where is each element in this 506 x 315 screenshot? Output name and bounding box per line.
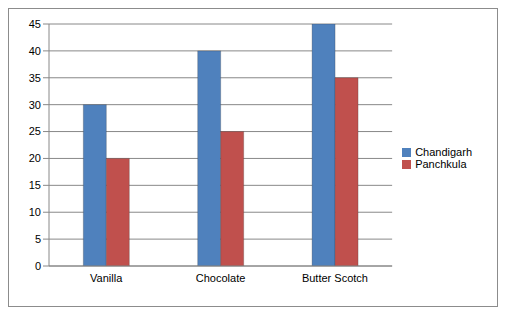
svg-text:10: 10: [29, 206, 41, 218]
svg-text:Vanilla: Vanilla: [90, 272, 123, 284]
svg-text:45: 45: [29, 18, 41, 30]
svg-text:35: 35: [29, 72, 41, 84]
svg-text:5: 5: [35, 233, 41, 245]
svg-text:Butter Scotch: Butter Scotch: [302, 272, 368, 284]
svg-text:Chocolate: Chocolate: [196, 272, 246, 284]
svg-text:0: 0: [35, 260, 41, 272]
html-text:Panchkula: Panchkula: [415, 157, 467, 170]
svg-text:20: 20: [29, 152, 41, 164]
svg-text:30: 30: [29, 99, 41, 111]
html-text:Chandigarh: Chandigarh: [415, 145, 472, 158]
svg-text:15: 15: [29, 179, 41, 191]
svg-text:40: 40: [29, 45, 41, 57]
svg-text:25: 25: [29, 125, 41, 137]
